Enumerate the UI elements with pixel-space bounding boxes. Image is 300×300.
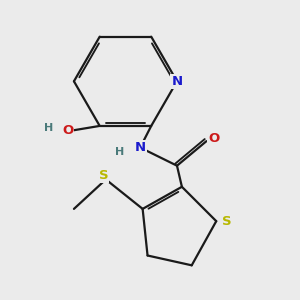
Text: N: N (135, 141, 146, 154)
Text: H: H (44, 123, 53, 134)
Text: S: S (99, 169, 108, 182)
Text: O: O (208, 132, 219, 145)
Text: H: H (115, 148, 124, 158)
Text: S: S (222, 215, 232, 228)
Text: N: N (171, 75, 183, 88)
Text: O: O (62, 124, 74, 137)
